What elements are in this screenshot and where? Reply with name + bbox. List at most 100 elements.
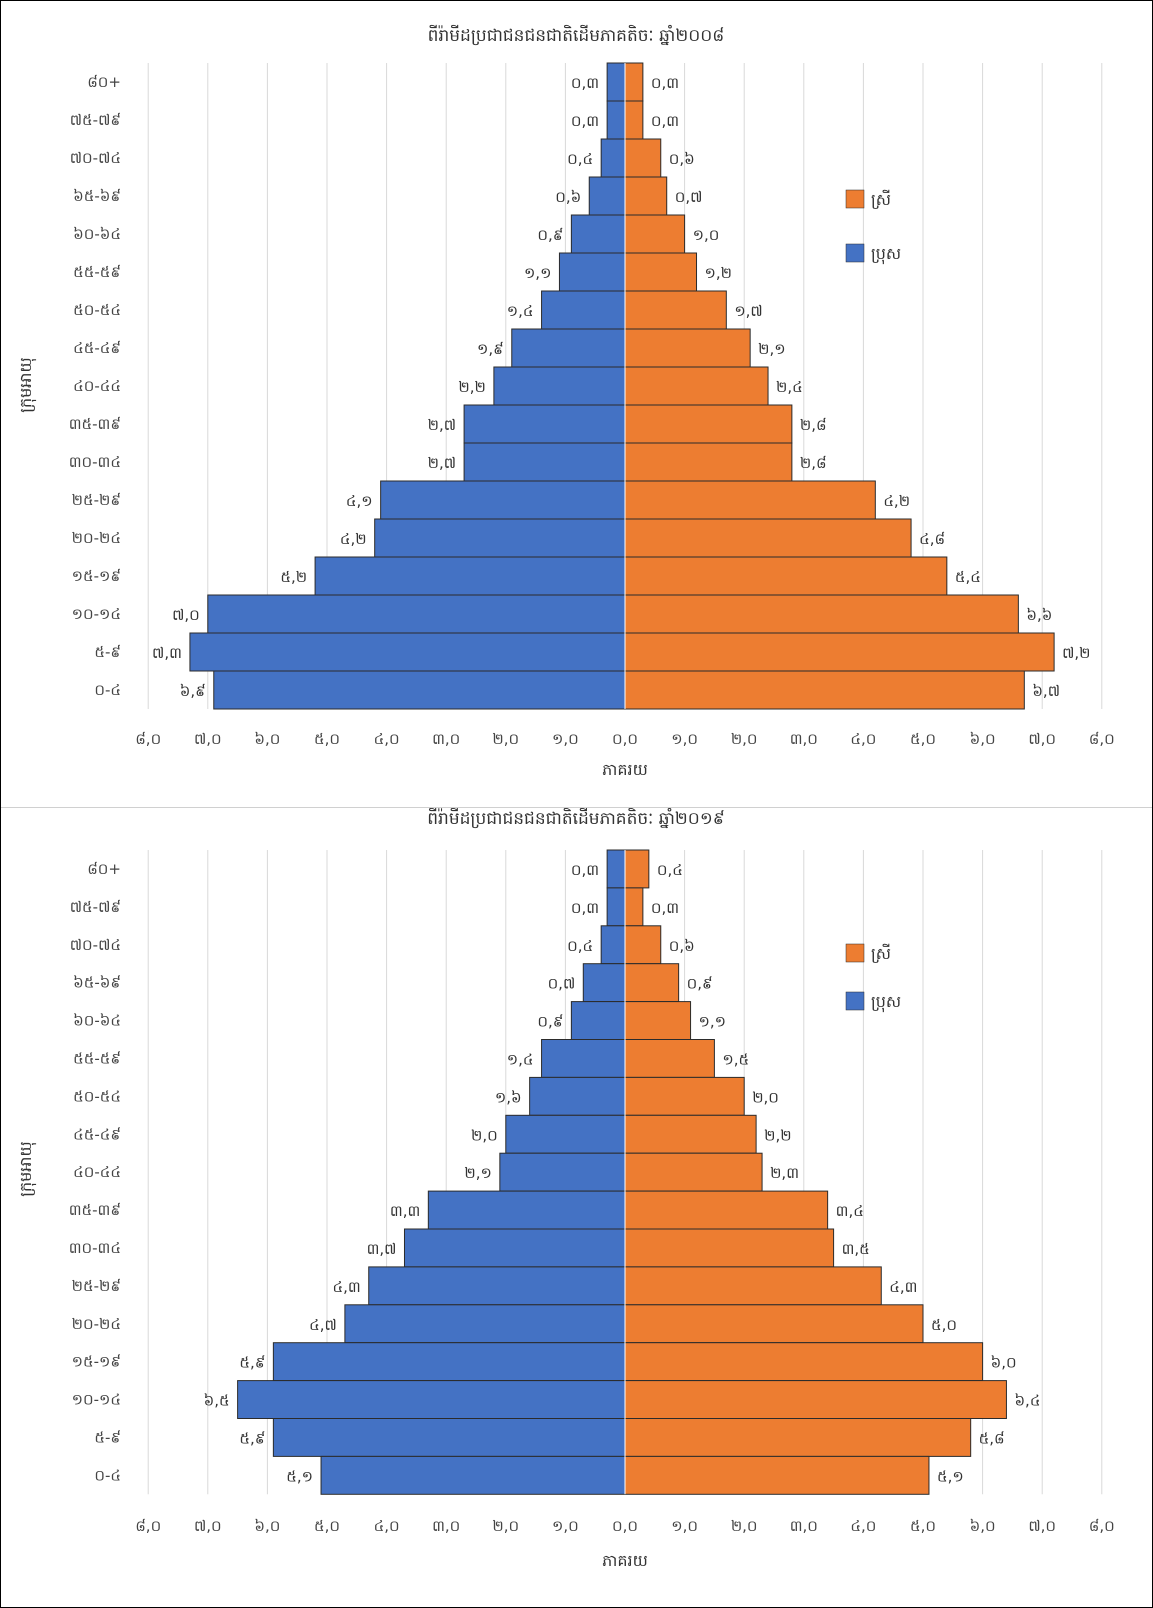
data-label: ៤,៣ bbox=[333, 1278, 361, 1296]
data-label: ០,៦ bbox=[669, 937, 695, 955]
data-label: ៤,១ bbox=[346, 492, 373, 510]
category-label: ៤៥-៤៩ bbox=[73, 339, 121, 357]
bar-female bbox=[624, 1455, 930, 1495]
legend-label: ស្រី bbox=[871, 189, 891, 209]
bar-male bbox=[606, 62, 626, 102]
bar-female bbox=[624, 138, 662, 178]
data-label: ៦,៥ bbox=[204, 1392, 230, 1410]
legend-swatch bbox=[845, 943, 865, 963]
category-label: ២០-២៤ bbox=[72, 1315, 121, 1333]
bar-male bbox=[403, 1228, 626, 1268]
x-tick-label: ៧,០ bbox=[194, 1517, 222, 1535]
data-label: ០,៣ bbox=[571, 112, 599, 130]
bar-female bbox=[624, 925, 662, 965]
bar-male bbox=[189, 632, 626, 672]
bar-female bbox=[624, 62, 644, 102]
data-label: ៤,៨ bbox=[919, 530, 945, 548]
data-label: ១,០ bbox=[693, 226, 720, 244]
data-label: ៥,២ bbox=[280, 568, 307, 586]
bar-male bbox=[600, 925, 626, 965]
data-label: ៥,៤ bbox=[955, 568, 981, 586]
data-label: ៧,៣ bbox=[152, 644, 182, 662]
category-label: ៥-៩ bbox=[94, 1428, 121, 1446]
x-tick-label: ៨,០ bbox=[135, 1517, 161, 1535]
data-label: ២,០ bbox=[471, 1126, 498, 1144]
bar-male bbox=[427, 1190, 626, 1230]
bar-male bbox=[529, 1076, 626, 1116]
category-label: ៤០-៤៤ bbox=[73, 1163, 121, 1181]
bar-female bbox=[624, 1304, 924, 1344]
data-label: ៤,២ bbox=[340, 530, 367, 548]
data-label: ២,២ bbox=[764, 1126, 791, 1144]
bar-female bbox=[624, 594, 1019, 634]
x-tick-label: ២,០ bbox=[492, 1517, 519, 1535]
chart-title: ពីរ៉ាមីដប្រជាជនជនជាតិដើមភាគតិចៈ ឆ្នាំ២០១… bbox=[427, 808, 724, 829]
bar-female bbox=[624, 214, 686, 254]
x-tick-label: ១,០ bbox=[671, 730, 698, 748]
data-label: ៣,៤ bbox=[836, 1202, 864, 1220]
bar-female bbox=[624, 1152, 763, 1192]
category-label: ៥០-៥៤ bbox=[73, 1087, 121, 1105]
bar-male bbox=[570, 1001, 626, 1041]
x-tick-label: ២,០ bbox=[731, 730, 758, 748]
y-axis-title: ក្រុមអាយុ bbox=[16, 357, 37, 413]
bar-female bbox=[624, 670, 1025, 710]
category-label: ៣៥-៣៩ bbox=[69, 415, 121, 433]
legend-label: ប្រុស bbox=[871, 992, 901, 1013]
bar-male bbox=[213, 670, 626, 710]
data-label: ១,១ bbox=[524, 264, 551, 282]
category-label: ៧៥-៧៩ bbox=[70, 898, 121, 916]
bar-female bbox=[624, 1418, 972, 1457]
data-label: ០,៣ bbox=[651, 112, 679, 130]
bar-female bbox=[624, 1380, 1007, 1419]
bar-female bbox=[624, 849, 650, 889]
bar-male bbox=[588, 176, 626, 216]
bar-female bbox=[624, 176, 668, 216]
bar-female bbox=[624, 480, 876, 520]
bar-male bbox=[493, 366, 626, 406]
bar-male bbox=[511, 328, 626, 368]
data-label: ១,៤ bbox=[507, 302, 534, 320]
data-label: ០,៣ bbox=[571, 74, 599, 92]
x-tick-label: ៤,០ bbox=[374, 1517, 400, 1535]
bar-female bbox=[624, 887, 644, 927]
bar-female bbox=[624, 1039, 715, 1078]
x-axis-title: ភាគរយ bbox=[602, 1551, 648, 1570]
x-tick-label: ១,០ bbox=[552, 730, 579, 748]
data-label: ៥,៩ bbox=[239, 1354, 265, 1372]
x-tick-label: ៦,០ bbox=[970, 730, 996, 748]
data-label: ១,៤ bbox=[507, 1050, 534, 1068]
data-label: ៦,៩ bbox=[180, 682, 206, 700]
data-label: ៣,៥ bbox=[842, 1240, 870, 1258]
x-tick-label: ៧,០ bbox=[1028, 1517, 1056, 1535]
bar-female bbox=[624, 556, 948, 596]
data-label: ០,៣ bbox=[651, 899, 679, 917]
category-label: ៥-៩ bbox=[94, 643, 121, 661]
data-label: ០,៩ bbox=[537, 226, 563, 244]
category-label: ០-៤ bbox=[94, 681, 121, 699]
category-label: ៥៥-៥៩ bbox=[73, 1049, 121, 1067]
bar-male bbox=[237, 1380, 626, 1419]
bar-male bbox=[272, 1418, 626, 1457]
x-tick-label: ០,០ bbox=[612, 730, 638, 748]
bar-male bbox=[600, 138, 626, 178]
bar-female bbox=[624, 1001, 692, 1041]
data-label: ៧,២ bbox=[1062, 644, 1090, 662]
category-label: ១៥-១៩ bbox=[72, 567, 121, 585]
data-label: ៦,៤ bbox=[1014, 1392, 1040, 1410]
bar-female bbox=[624, 442, 793, 482]
legend-label: ប្រុស bbox=[871, 244, 901, 265]
data-label: ៣,៧ bbox=[367, 1240, 397, 1258]
x-tick-label: ៣,០ bbox=[432, 730, 460, 748]
data-label: ២,៨ bbox=[800, 454, 827, 472]
bar-male bbox=[570, 214, 626, 254]
data-label: ១,៦ bbox=[495, 1088, 522, 1106]
data-label: ៥,០ bbox=[931, 1316, 957, 1334]
bar-female bbox=[624, 1342, 984, 1382]
data-label: ២,៧ bbox=[428, 454, 456, 472]
data-label: ០,៩ bbox=[537, 1013, 563, 1031]
data-label: ០,៧ bbox=[548, 975, 576, 993]
bar-female bbox=[624, 1114, 757, 1154]
x-axis-title: ភាគរយ bbox=[602, 760, 648, 779]
